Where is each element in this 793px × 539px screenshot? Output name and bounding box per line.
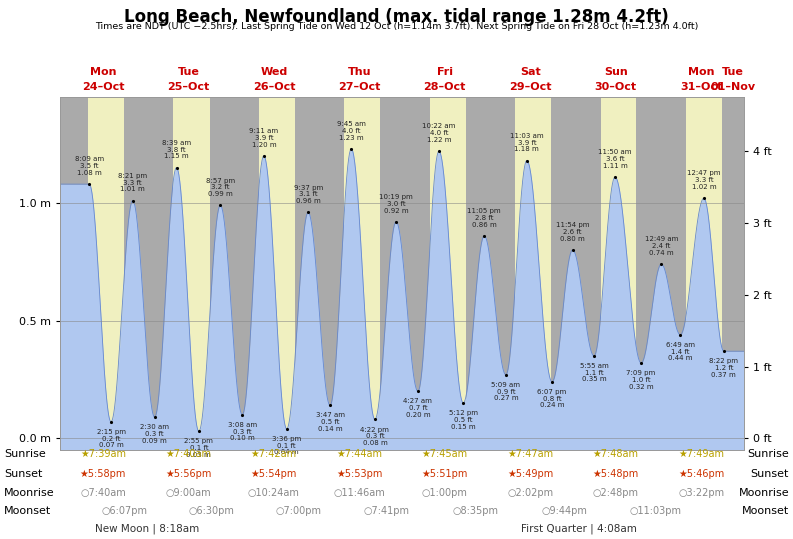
Text: Sunrise: Sunrise (747, 449, 789, 459)
Text: 5:55 am
1.1 ft
0.35 m: 5:55 am 1.1 ft 0.35 m (580, 363, 608, 383)
Text: ○6:07pm: ○6:07pm (102, 506, 147, 516)
Text: 3:36 pm
0.1 ft
0.04 m: 3:36 pm 0.1 ft 0.04 m (272, 436, 301, 455)
Text: 3:47 am
0.5 ft
0.14 m: 3:47 am 0.5 ft 0.14 m (316, 412, 345, 432)
Text: ○8:35pm: ○8:35pm (452, 506, 498, 516)
Text: Sun: Sun (603, 66, 627, 77)
Text: ★7:40am: ★7:40am (166, 449, 212, 459)
Text: 10:19 pm
3.0 ft
0.92 m: 10:19 pm 3.0 ft 0.92 m (379, 194, 413, 213)
Text: 9:45 am
4.0 ft
1.23 m: 9:45 am 4.0 ft 1.23 m (337, 121, 366, 141)
Text: Mon: Mon (90, 66, 117, 77)
Text: 12:49 am
2.4 ft
0.74 m: 12:49 am 2.4 ft 0.74 m (645, 237, 678, 256)
Bar (173, 97, 209, 450)
Text: 31–Oct: 31–Oct (680, 81, 722, 92)
Text: 2:30 am
0.3 ft
0.09 m: 2:30 am 0.3 ft 0.09 m (140, 424, 169, 444)
Text: ★5:54pm: ★5:54pm (251, 468, 297, 479)
Text: 6:49 am
1.4 ft
0.44 m: 6:49 am 1.4 ft 0.44 m (666, 342, 695, 361)
Text: ○3:22pm: ○3:22pm (678, 488, 724, 498)
Text: 9:11 am
3.9 ft
1.20 m: 9:11 am 3.9 ft 1.20 m (249, 128, 278, 148)
Text: 10:22 am
4.0 ft
1.22 m: 10:22 am 4.0 ft 1.22 m (423, 123, 456, 143)
Text: Mon: Mon (688, 66, 714, 77)
Text: Sunrise: Sunrise (4, 449, 46, 459)
Text: Moonrise: Moonrise (738, 488, 789, 498)
Text: 25–Oct: 25–Oct (167, 81, 209, 92)
Text: ★7:45am: ★7:45am (422, 449, 468, 459)
Text: ○11:46am: ○11:46am (333, 488, 385, 498)
Text: ○7:40am: ○7:40am (80, 488, 126, 498)
Text: ★7:48am: ★7:48am (592, 449, 638, 459)
Text: ○7:41pm: ○7:41pm (364, 506, 410, 516)
Text: Tue: Tue (178, 66, 199, 77)
Text: ○10:24am: ○10:24am (248, 488, 300, 498)
Text: Thu: Thu (347, 66, 371, 77)
Text: Fri: Fri (437, 66, 453, 77)
Text: 3:08 am
0.3 ft
0.10 m: 3:08 am 0.3 ft 0.10 m (228, 422, 257, 441)
Bar (601, 97, 636, 450)
Bar (430, 97, 465, 450)
Text: Moonset: Moonset (741, 506, 789, 516)
Text: 29–Oct: 29–Oct (509, 81, 551, 92)
Text: ○2:48pm: ○2:48pm (592, 488, 638, 498)
Text: 26–Oct: 26–Oct (253, 81, 295, 92)
Text: 7:09 pm
1.0 ft
0.32 m: 7:09 pm 1.0 ft 0.32 m (626, 370, 656, 390)
Text: 2:55 pm
0.1 ft
0.03 m: 2:55 pm 0.1 ft 0.03 m (185, 438, 213, 458)
Text: 8:21 pm
3.3 ft
1.01 m: 8:21 pm 3.3 ft 1.01 m (118, 173, 147, 192)
Text: Times are NDT (UTC −2.5hrs). Last Spring Tide on Wed 12 Oct (h=1.14m 3.7ft). Nex: Times are NDT (UTC −2.5hrs). Last Spring… (95, 22, 698, 31)
Text: ★5:51pm: ★5:51pm (422, 468, 468, 479)
Text: ○6:30pm: ○6:30pm (189, 506, 235, 516)
Text: Sat: Sat (520, 66, 541, 77)
Text: 5:09 am
0.9 ft
0.27 m: 5:09 am 0.9 ft 0.27 m (492, 382, 520, 402)
Bar (344, 97, 381, 450)
Text: ★5:53pm: ★5:53pm (336, 468, 382, 479)
Text: 4:22 pm
0.3 ft
0.08 m: 4:22 pm 0.3 ft 0.08 m (361, 426, 389, 446)
Text: 8:57 pm
3.2 ft
0.99 m: 8:57 pm 3.2 ft 0.99 m (205, 177, 235, 197)
Text: ○9:44pm: ○9:44pm (542, 506, 588, 516)
Text: 6:07 pm
0.8 ft
0.24 m: 6:07 pm 0.8 ft 0.24 m (538, 389, 567, 409)
Text: ★5:58pm: ★5:58pm (80, 468, 126, 479)
Text: Moonrise: Moonrise (4, 488, 55, 498)
Text: Wed: Wed (260, 66, 288, 77)
Text: 27–Oct: 27–Oct (338, 81, 381, 92)
Text: ★5:46pm: ★5:46pm (678, 468, 724, 479)
Text: ★7:39am: ★7:39am (80, 449, 126, 459)
Text: 24–Oct: 24–Oct (82, 81, 125, 92)
Bar (515, 97, 551, 450)
Text: 8:39 am
3.8 ft
1.15 m: 8:39 am 3.8 ft 1.15 m (162, 140, 191, 160)
Text: ★7:42am: ★7:42am (251, 449, 297, 459)
Text: ★5:49pm: ★5:49pm (507, 468, 554, 479)
Bar (259, 97, 295, 450)
Text: 28–Oct: 28–Oct (423, 81, 466, 92)
Text: ○7:00pm: ○7:00pm (276, 506, 322, 516)
Text: 11:03 am
3.9 ft
1.18 m: 11:03 am 3.9 ft 1.18 m (510, 133, 544, 153)
Text: ○2:02pm: ○2:02pm (508, 488, 554, 498)
Text: Tue: Tue (722, 66, 744, 77)
Text: 5:12 pm
0.5 ft
0.15 m: 5:12 pm 0.5 ft 0.15 m (449, 410, 478, 430)
Text: First Quarter | 4:08am: First Quarter | 4:08am (521, 523, 637, 534)
Text: 12:47 pm
3.3 ft
1.02 m: 12:47 pm 3.3 ft 1.02 m (688, 170, 721, 190)
Text: 2:15 pm
0.2 ft
0.07 m: 2:15 pm 0.2 ft 0.07 m (97, 429, 125, 448)
Text: New Moon | 8:18am: New Moon | 8:18am (94, 523, 199, 534)
Text: 8:22 pm
1.2 ft
0.37 m: 8:22 pm 1.2 ft 0.37 m (709, 358, 738, 378)
Text: Moonset: Moonset (4, 506, 52, 516)
Text: 4:27 am
0.7 ft
0.20 m: 4:27 am 0.7 ft 0.20 m (404, 398, 432, 418)
Text: ★7:47am: ★7:47am (508, 449, 554, 459)
Text: 8:09 am
3.5 ft
1.08 m: 8:09 am 3.5 ft 1.08 m (75, 156, 104, 176)
Text: ★7:44am: ★7:44am (336, 449, 382, 459)
Text: ★7:49am: ★7:49am (678, 449, 724, 459)
Text: Long Beach, Newfoundland (max. tidal range 1.28m 4.2ft): Long Beach, Newfoundland (max. tidal ran… (125, 8, 668, 26)
Text: Sunset: Sunset (4, 468, 42, 479)
Text: ★5:56pm: ★5:56pm (165, 468, 212, 479)
Text: ○9:00am: ○9:00am (166, 488, 211, 498)
Text: Sunset: Sunset (751, 468, 789, 479)
Text: 11:05 pm
2.8 ft
0.86 m: 11:05 pm 2.8 ft 0.86 m (467, 208, 501, 227)
Bar (686, 97, 722, 450)
Text: ○1:00pm: ○1:00pm (422, 488, 468, 498)
Text: 9:37 pm
3.1 ft
0.96 m: 9:37 pm 3.1 ft 0.96 m (293, 185, 323, 204)
Bar (87, 97, 125, 450)
Text: 11:54 pm
2.6 ft
0.80 m: 11:54 pm 2.6 ft 0.80 m (556, 222, 589, 242)
Text: 11:50 am
3.6 ft
1.11 m: 11:50 am 3.6 ft 1.11 m (598, 149, 632, 169)
Text: ○11:03pm: ○11:03pm (629, 506, 681, 516)
Text: ★5:48pm: ★5:48pm (592, 468, 639, 479)
Text: 30–Oct: 30–Oct (595, 81, 637, 92)
Text: 01–Nov: 01–Nov (711, 81, 756, 92)
